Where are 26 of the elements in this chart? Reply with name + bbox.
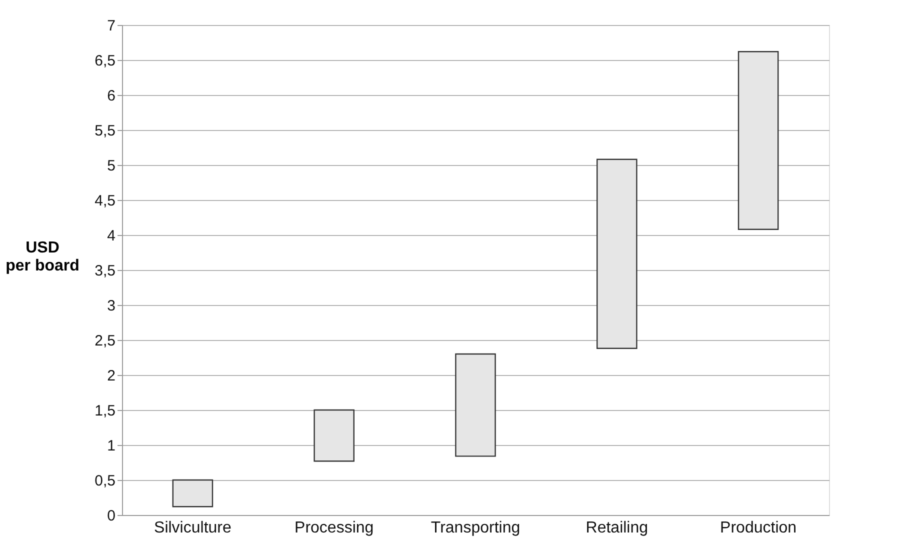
y-tick-label: 5 — [107, 158, 116, 174]
bar — [455, 353, 496, 457]
y-tick-label: 6 — [107, 88, 116, 104]
y-tick-label: 3 — [107, 298, 116, 314]
bar — [738, 51, 779, 230]
y-tick-label: 0,5 — [94, 472, 116, 490]
y-tick-label: 3,5 — [94, 262, 116, 280]
x-tick-label: Processing — [294, 520, 374, 536]
y-tick-label: 2,5 — [94, 332, 116, 350]
y-tick-label: 7 — [107, 18, 116, 34]
y-axis-title: USD per board — [6, 240, 80, 274]
bar — [596, 158, 638, 349]
y-tick-label: 4 — [107, 228, 116, 244]
y-tick-label: 4,5 — [94, 192, 116, 210]
y-tick-label: 0 — [107, 508, 116, 524]
bar — [314, 409, 354, 462]
bar — [172, 479, 214, 508]
y-tick-label: 2 — [107, 368, 116, 384]
x-tick-label: Production — [720, 520, 797, 536]
y-tick-label: 1 — [107, 438, 116, 454]
x-tick-label: Retailing — [586, 520, 648, 536]
y-tick-label: 5,5 — [94, 122, 116, 140]
x-tick-label: Transporting — [430, 520, 520, 536]
y-tick-label: 6,5 — [94, 52, 116, 70]
y-tick-label: 1,5 — [94, 402, 116, 420]
x-tick-label: Silviculture — [154, 520, 232, 536]
